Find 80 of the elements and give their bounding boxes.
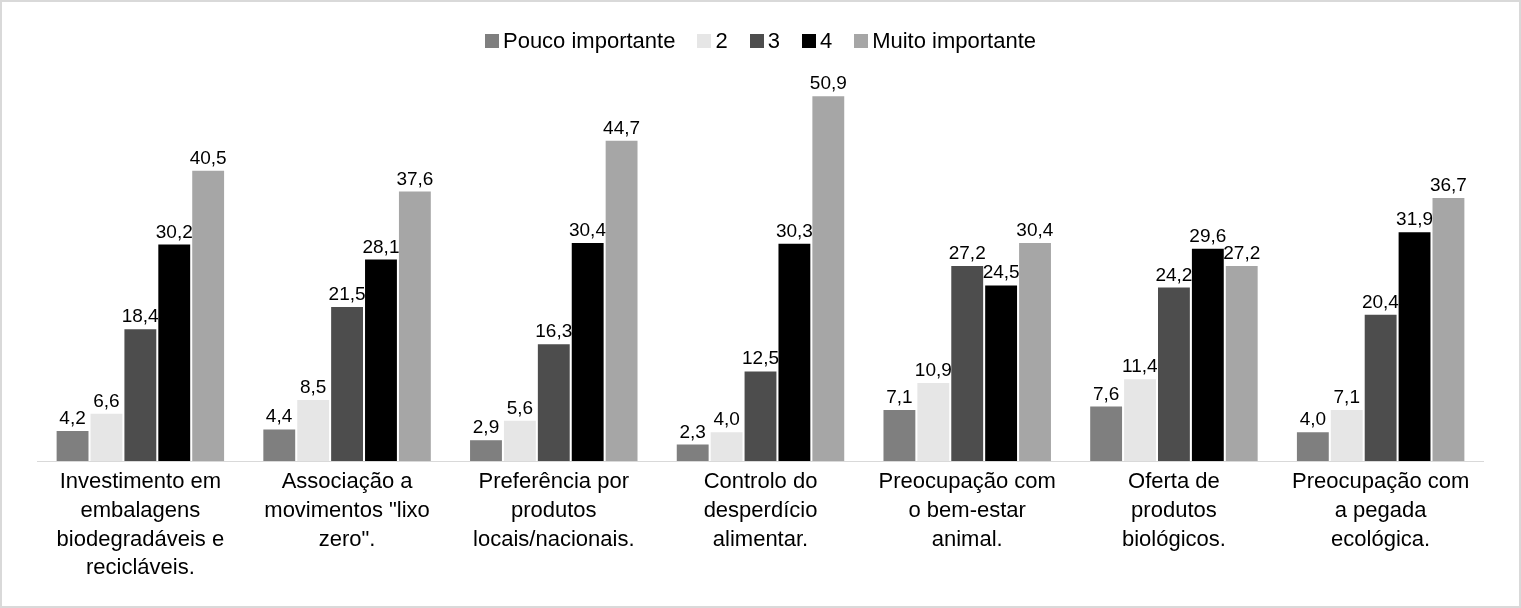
bar bbox=[676, 444, 709, 461]
data-label: 4,0 bbox=[713, 408, 740, 430]
data-label: 27,2 bbox=[948, 242, 986, 264]
bar bbox=[470, 440, 502, 461]
x-tick-label: Oferta de produtos biológicos. bbox=[1121, 468, 1226, 551]
bar bbox=[1398, 232, 1431, 461]
data-label: 11,4 bbox=[1122, 355, 1159, 377]
bar bbox=[124, 329, 157, 461]
x-tick-label: Preocupação com o bem-estar animal. bbox=[878, 468, 1056, 551]
bar bbox=[1364, 314, 1397, 461]
bar bbox=[710, 432, 743, 461]
bar bbox=[1330, 410, 1363, 461]
x-tick-label: Associação a movimentos "lixo zero". bbox=[264, 468, 430, 551]
data-label: 7,1 bbox=[1333, 386, 1360, 408]
data-label: 4,0 bbox=[1299, 408, 1327, 430]
bar bbox=[331, 306, 363, 461]
data-label: 2,3 bbox=[679, 420, 706, 442]
bar bbox=[398, 191, 431, 461]
bar bbox=[503, 420, 536, 461]
bar bbox=[192, 170, 225, 461]
legend-label: 2 bbox=[715, 28, 728, 54]
bar bbox=[1090, 406, 1123, 461]
bar bbox=[1191, 248, 1224, 461]
data-label: 7,6 bbox=[1092, 382, 1120, 404]
data-label: 28,1 bbox=[362, 235, 400, 257]
data-label: 24,5 bbox=[982, 261, 1020, 283]
bar bbox=[571, 243, 604, 461]
data-label: 30,3 bbox=[775, 219, 813, 241]
bar bbox=[1225, 266, 1258, 461]
legend-label: Pouco importante bbox=[502, 28, 676, 54]
x-tick-label: Preocupação com a pegada ecológica. bbox=[1291, 468, 1470, 551]
data-label: 30,4 bbox=[1016, 219, 1054, 241]
legend-label: 4 bbox=[819, 28, 833, 54]
data-label: 20,4 bbox=[1361, 290, 1400, 312]
bar bbox=[263, 429, 296, 461]
data-label: 40,5 bbox=[189, 146, 227, 168]
data-label: 6,6 bbox=[93, 389, 120, 411]
bar bbox=[744, 371, 777, 461]
data-label: 7,1 bbox=[886, 386, 913, 408]
data-label: 30,4 bbox=[568, 219, 607, 241]
bar bbox=[365, 259, 397, 461]
x-tick-label: Preferência por produtos locais/nacionais. bbox=[473, 468, 635, 551]
bar bbox=[605, 140, 638, 461]
data-label: 18,4 bbox=[121, 305, 160, 327]
bar bbox=[778, 243, 811, 461]
legend-label: Muito importante bbox=[872, 28, 1037, 54]
data-label: 50,9 bbox=[809, 72, 847, 94]
data-label: 30,2 bbox=[155, 220, 193, 242]
bar bbox=[297, 400, 330, 461]
bar bbox=[985, 285, 1018, 461]
data-label: 2,9 bbox=[472, 416, 500, 438]
data-label: 37,6 bbox=[396, 167, 434, 189]
data-label: 36,7 bbox=[1429, 173, 1467, 195]
bar bbox=[1019, 243, 1051, 461]
data-label: 21,5 bbox=[328, 282, 366, 304]
x-tick-label: Controlo do desperdício alimentar. bbox=[703, 468, 818, 551]
bar bbox=[1296, 432, 1329, 461]
data-label: 10,9 bbox=[914, 358, 952, 380]
data-label: 16,3 bbox=[535, 320, 573, 342]
data-label: 4,4 bbox=[265, 405, 293, 427]
bar bbox=[812, 96, 845, 461]
data-label: 12,5 bbox=[742, 347, 779, 369]
x-tick-label: Investimento em embalagens biodegradáveis e recicláveis. bbox=[56, 468, 225, 580]
data-label: 24,2 bbox=[1155, 263, 1193, 285]
bar bbox=[90, 413, 123, 461]
data-label: 44,7 bbox=[603, 116, 641, 138]
bar bbox=[917, 382, 950, 461]
bar bbox=[1158, 287, 1190, 461]
bar bbox=[56, 430, 89, 461]
data-label: 5,6 bbox=[506, 396, 534, 418]
data-label: 4,2 bbox=[59, 406, 86, 428]
data-label: 8,5 bbox=[299, 376, 327, 398]
bar bbox=[951, 266, 984, 461]
legend-label: 3 bbox=[767, 28, 780, 54]
bar bbox=[883, 410, 916, 461]
bar bbox=[158, 244, 191, 461]
bar bbox=[1432, 197, 1465, 461]
bar bbox=[537, 344, 570, 461]
data-label: 31,9 bbox=[1396, 208, 1434, 230]
bar bbox=[1124, 379, 1156, 461]
